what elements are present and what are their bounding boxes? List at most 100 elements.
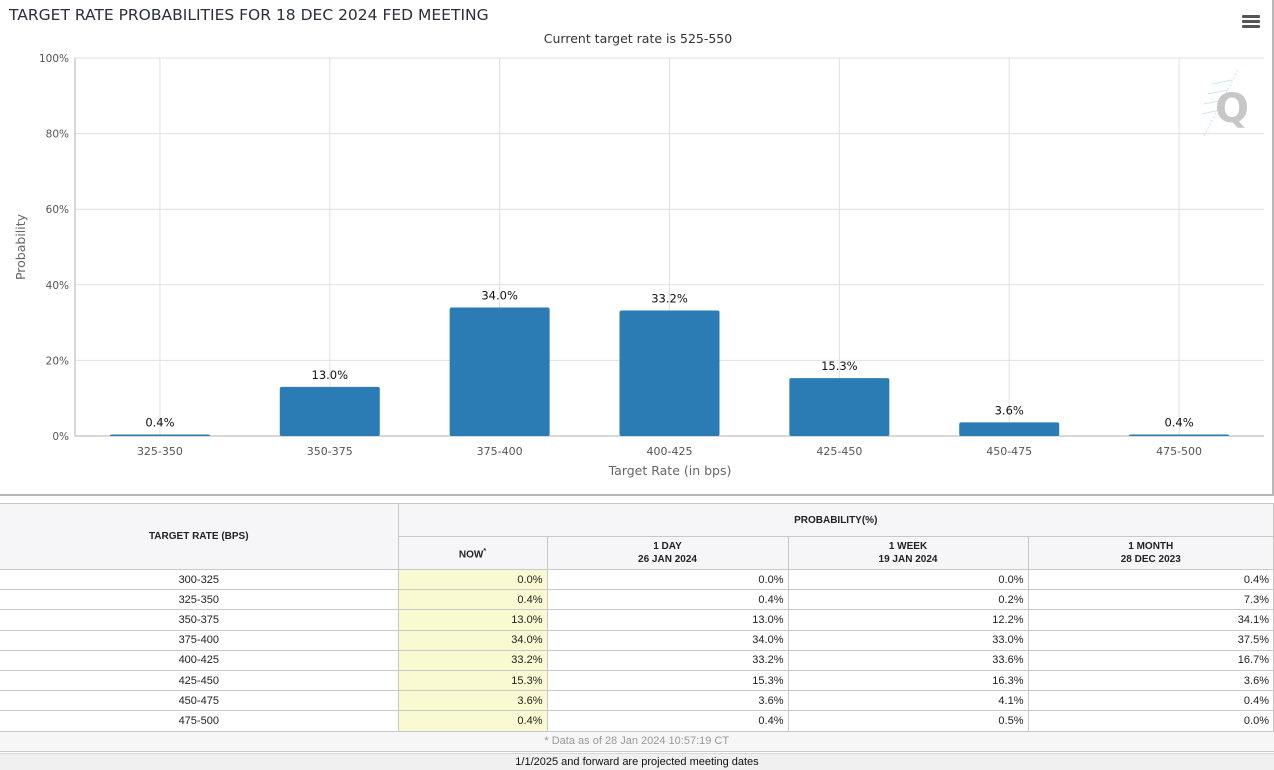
cell-1-day: 13.0% (547, 609, 789, 631)
cell-now: 34.0% (398, 630, 548, 651)
cell-1-day: 33.2% (547, 650, 789, 671)
chart-subtitle: Current target rate is 525-550 (544, 31, 732, 46)
x-tick-label: 425-450 (816, 445, 862, 458)
bar-425-450 (789, 378, 890, 436)
header-now: NOW* (397, 536, 548, 570)
header-now-marker: * (483, 547, 487, 555)
table-row: 400-425 33.2% 33.2% 33.6% 16.7% (0, 650, 1274, 671)
data-label-350-375: 13.0% (312, 368, 349, 382)
x-axis-label: Target Rate (in bps) (608, 463, 732, 478)
data-labels: 0.4% 13.0% 34.0% 33.2% 15.3% 3.6% 0.4% (145, 288, 1193, 429)
chart-panel: TARGET RATE PROBABILITIES FOR 18 DEC 202… (0, 0, 1274, 496)
table-row: 350-375 13.0% 13.0% 12.2% 34.1% (0, 609, 1274, 631)
header-1-month-label: 1 MONTH (1128, 541, 1174, 552)
cell-now: 15.3% (398, 670, 548, 692)
header-1-month-date: 28 DEC 2023 (1120, 554, 1181, 565)
cell-1-day: 0.0% (547, 569, 789, 591)
hamburger-menu-icon[interactable] (1242, 15, 1260, 31)
cell-now: 0.0% (398, 569, 548, 591)
data-label-425-450: 15.3% (821, 359, 858, 373)
header-target-rate: TARGET RATE (BPS) (0, 503, 399, 570)
bar-chart: TARGET RATE PROBABILITIES FOR 18 DEC 202… (8, 6, 1264, 478)
header-1-week-date: 19 JAN 2024 (878, 554, 938, 565)
table-row: 300-325 0.0% 0.0% 0.0% 0.4% (0, 569, 1274, 591)
cell-rate: 425-450 (0, 670, 399, 692)
header-now-label: NOW (458, 549, 484, 561)
y-tick-label: 100% (39, 53, 69, 65)
header-1-week-label: 1 WEEK (888, 541, 928, 552)
footnote-row: * Data as of 28 Jan 2024 10:57:19 CT (0, 731, 1274, 752)
bar-350-375 (279, 386, 380, 436)
bar-450-475 (959, 422, 1060, 436)
probability-table: TARGET RATE (BPS) PROBABILITY(%) NOW* 1 … (0, 503, 1274, 752)
cell-rate: 475-500 (0, 710, 399, 732)
cell-1-week: 12.2% (788, 609, 1029, 631)
cell-now: 0.4% (398, 589, 548, 611)
data-label-375-400: 34.0% (481, 288, 518, 302)
cell-1-week: 33.0% (788, 630, 1029, 651)
cell-1-month: 0.4% (1028, 569, 1274, 591)
x-tick-label: 400-425 (647, 445, 693, 458)
y-tick-label: 40% (46, 280, 69, 292)
x-tick-label: 325-350 (137, 445, 183, 458)
y-tick-label: 80% (46, 129, 69, 141)
cell-rate: 400-425 (0, 650, 399, 671)
grid-lines (74, 57, 1264, 437)
chart-title: TARGET RATE PROBABILITIES FOR 18 DEC 202… (8, 6, 489, 24)
cell-1-month: 0.0% (1028, 710, 1274, 732)
svg-text:Q: Q (1215, 86, 1249, 132)
header-1-day-label: 1 DAY (653, 541, 682, 552)
x-tick-label: 350-375 (307, 445, 353, 458)
cell-now: 13.0% (398, 609, 548, 631)
cell-1-month: 16.7% (1028, 650, 1274, 671)
header-1-week: 1 WEEK 19 JAN 2024 (787, 536, 1029, 570)
data-timestamp-footnote: * Data as of 28 Jan 2024 10:57:19 CT (0, 731, 1274, 752)
data-label-325-350: 0.4% (145, 415, 174, 429)
header-1-day: 1 DAY 26 JAN 2024 (546, 536, 789, 570)
y-tick-label: 60% (46, 204, 69, 216)
table-row: 325-350 0.4% 0.4% 0.2% 7.3% (0, 589, 1274, 611)
header-probability: PROBABILITY(%) (397, 503, 1274, 537)
table-row: 450-475 3.6% 3.6% 4.1% 0.4% (0, 690, 1274, 712)
cell-1-month: 37.5% (1028, 630, 1274, 651)
cell-1-week: 4.1% (788, 690, 1029, 712)
y-axis-ticks: 0% 20% 40% 60% 80% 100% (39, 53, 69, 443)
cell-rate: 325-350 (0, 589, 399, 611)
cell-1-month: 7.3% (1028, 589, 1274, 611)
cell-1-week: 33.6% (788, 650, 1029, 671)
cell-now: 33.2% (398, 650, 548, 671)
cell-1-week: 0.2% (788, 589, 1029, 611)
bar-325-350 (109, 434, 210, 436)
cell-rate: 350-375 (0, 609, 399, 631)
cell-1-week: 0.5% (788, 710, 1029, 732)
cell-1-day: 15.3% (547, 670, 789, 692)
table-row: 475-500 0.4% 0.4% 0.5% 0.0% (0, 710, 1274, 732)
cell-1-day: 0.4% (547, 589, 789, 611)
data-label-475-500: 0.4% (1164, 415, 1193, 429)
cell-rate: 375-400 (0, 630, 399, 651)
y-tick-label: 20% (46, 355, 69, 367)
cell-1-day: 3.6% (547, 690, 789, 712)
table-row: 425-450 15.3% 15.3% 16.3% 3.6% (0, 670, 1274, 692)
projected-dates-note: 1/1/2025 and forward are projected meeti… (0, 753, 1274, 770)
bars (109, 307, 1230, 436)
header-1-day-date: 26 JAN 2024 (638, 554, 697, 565)
cell-1-week: 0.0% (788, 569, 1029, 591)
x-tick-label: 375-400 (477, 445, 523, 458)
bar-400-425 (619, 310, 720, 436)
data-label-450-475: 3.6% (995, 403, 1024, 417)
cell-rate: 450-475 (0, 690, 399, 712)
cell-1-week: 16.3% (788, 670, 1029, 692)
quikstrike-q-logo-icon: Q (1201, 69, 1249, 137)
cell-1-month: 3.6% (1028, 670, 1274, 692)
cell-1-month: 34.1% (1028, 609, 1274, 631)
data-label-400-425: 33.2% (651, 292, 688, 306)
header-1-month: 1 MONTH 28 DEC 2023 (1027, 536, 1274, 570)
x-tick-label: 475-500 (1156, 445, 1202, 458)
cell-now: 0.4% (398, 710, 548, 732)
bar-475-500 (1129, 434, 1230, 436)
cell-1-month: 0.4% (1028, 690, 1274, 712)
x-tick-label: 450-475 (986, 445, 1032, 458)
cell-rate: 300-325 (0, 569, 399, 591)
cell-1-day: 34.0% (547, 630, 789, 651)
